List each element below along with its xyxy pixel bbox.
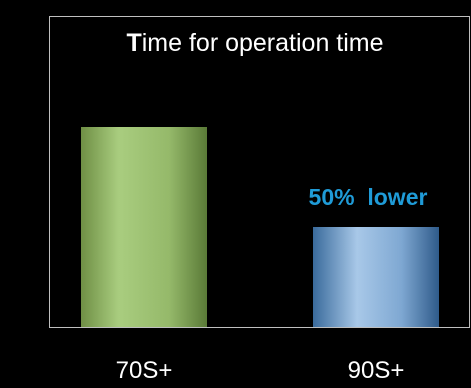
bar-90s	[313, 227, 439, 327]
chart-title: Time for operation time	[126, 29, 383, 57]
chart-title-initial: T	[126, 29, 141, 57]
category-label-90s: 90S+	[348, 357, 405, 384]
category-label-70s: 70S+	[116, 357, 173, 384]
chart-title-rest: ime for operation time	[142, 29, 384, 57]
bar-70s	[81, 127, 207, 327]
plot-frame	[49, 16, 470, 328]
annotation-50-lower: 50% lower	[309, 184, 428, 210]
